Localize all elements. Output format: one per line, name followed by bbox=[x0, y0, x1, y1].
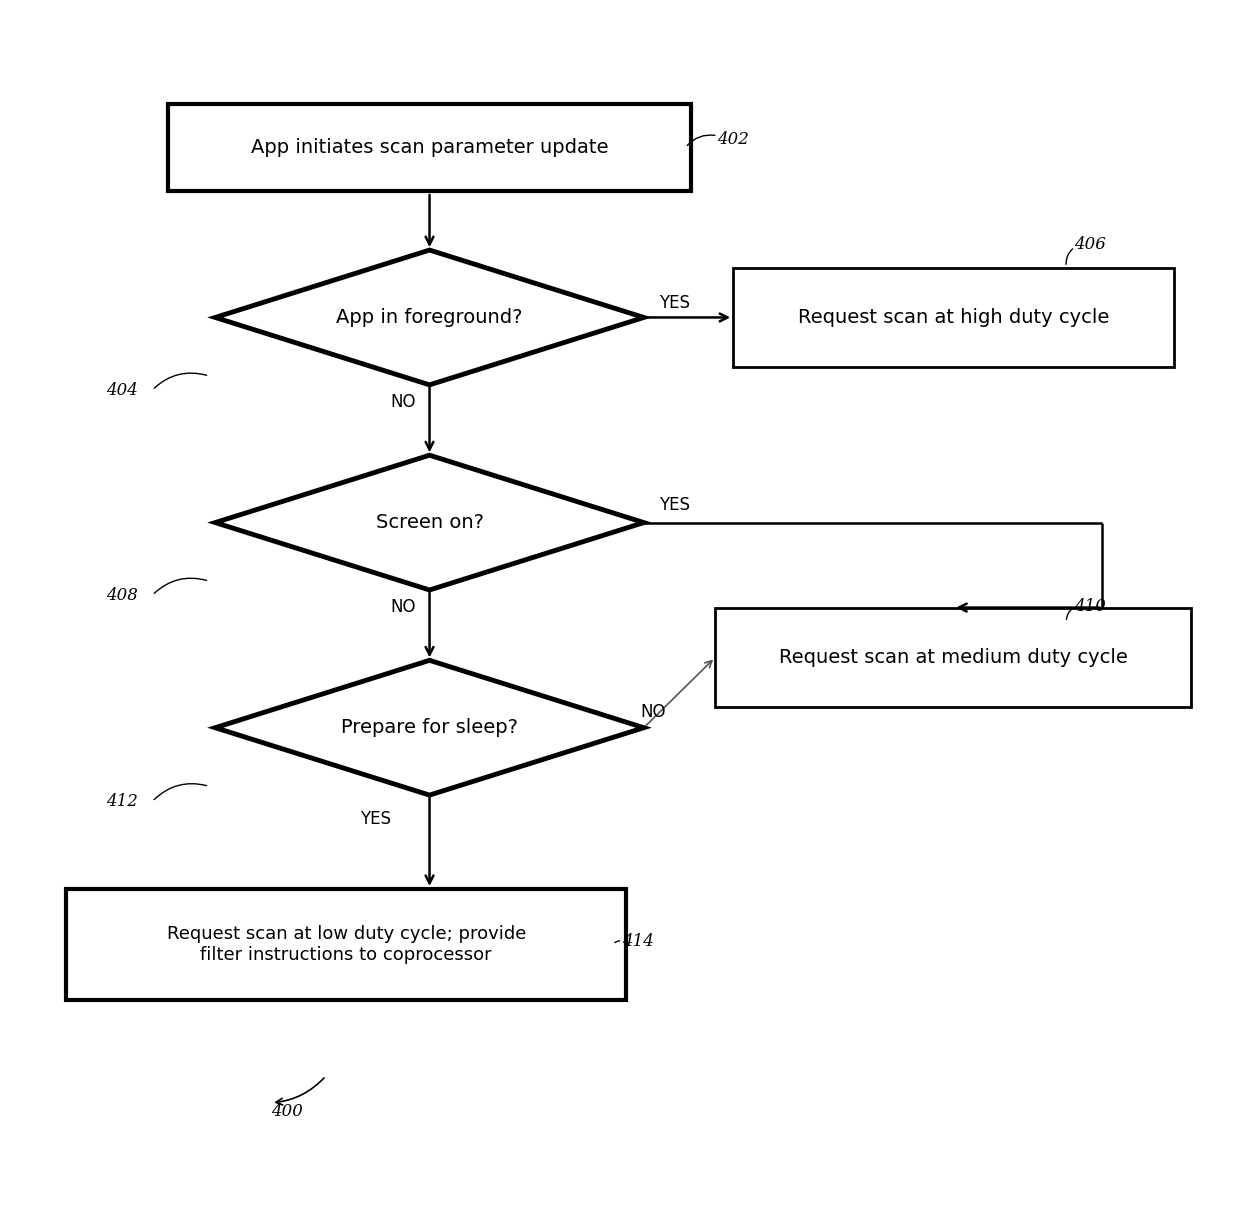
FancyBboxPatch shape bbox=[733, 267, 1173, 368]
Text: 400: 400 bbox=[270, 1103, 303, 1120]
Text: NO: NO bbox=[391, 393, 417, 410]
FancyBboxPatch shape bbox=[67, 889, 626, 1000]
Text: Request scan at medium duty cycle: Request scan at medium duty cycle bbox=[779, 648, 1127, 667]
Text: App in foreground?: App in foreground? bbox=[336, 308, 523, 327]
Text: 408: 408 bbox=[107, 587, 139, 603]
Text: NO: NO bbox=[641, 703, 666, 722]
Text: 412: 412 bbox=[107, 794, 139, 810]
Text: App initiates scan parameter update: App initiates scan parameter update bbox=[250, 138, 609, 158]
Text: 414: 414 bbox=[622, 933, 653, 950]
Text: YES: YES bbox=[660, 496, 691, 514]
Text: YES: YES bbox=[660, 294, 691, 313]
Text: Request scan at high duty cycle: Request scan at high duty cycle bbox=[797, 308, 1109, 327]
Text: 410: 410 bbox=[1074, 598, 1106, 615]
Polygon shape bbox=[216, 661, 644, 795]
Polygon shape bbox=[216, 455, 644, 590]
Text: YES: YES bbox=[361, 811, 392, 828]
Text: 406: 406 bbox=[1074, 237, 1106, 253]
FancyBboxPatch shape bbox=[167, 104, 692, 192]
FancyBboxPatch shape bbox=[715, 608, 1192, 707]
Text: Request scan at low duty cycle; provide
filter instructions to coprocessor: Request scan at low duty cycle; provide … bbox=[166, 926, 526, 963]
Polygon shape bbox=[216, 250, 644, 385]
Text: Prepare for sleep?: Prepare for sleep? bbox=[341, 718, 518, 737]
Text: NO: NO bbox=[391, 598, 417, 615]
Text: 402: 402 bbox=[717, 131, 749, 148]
Text: Screen on?: Screen on? bbox=[376, 513, 484, 532]
Text: 404: 404 bbox=[107, 382, 139, 398]
